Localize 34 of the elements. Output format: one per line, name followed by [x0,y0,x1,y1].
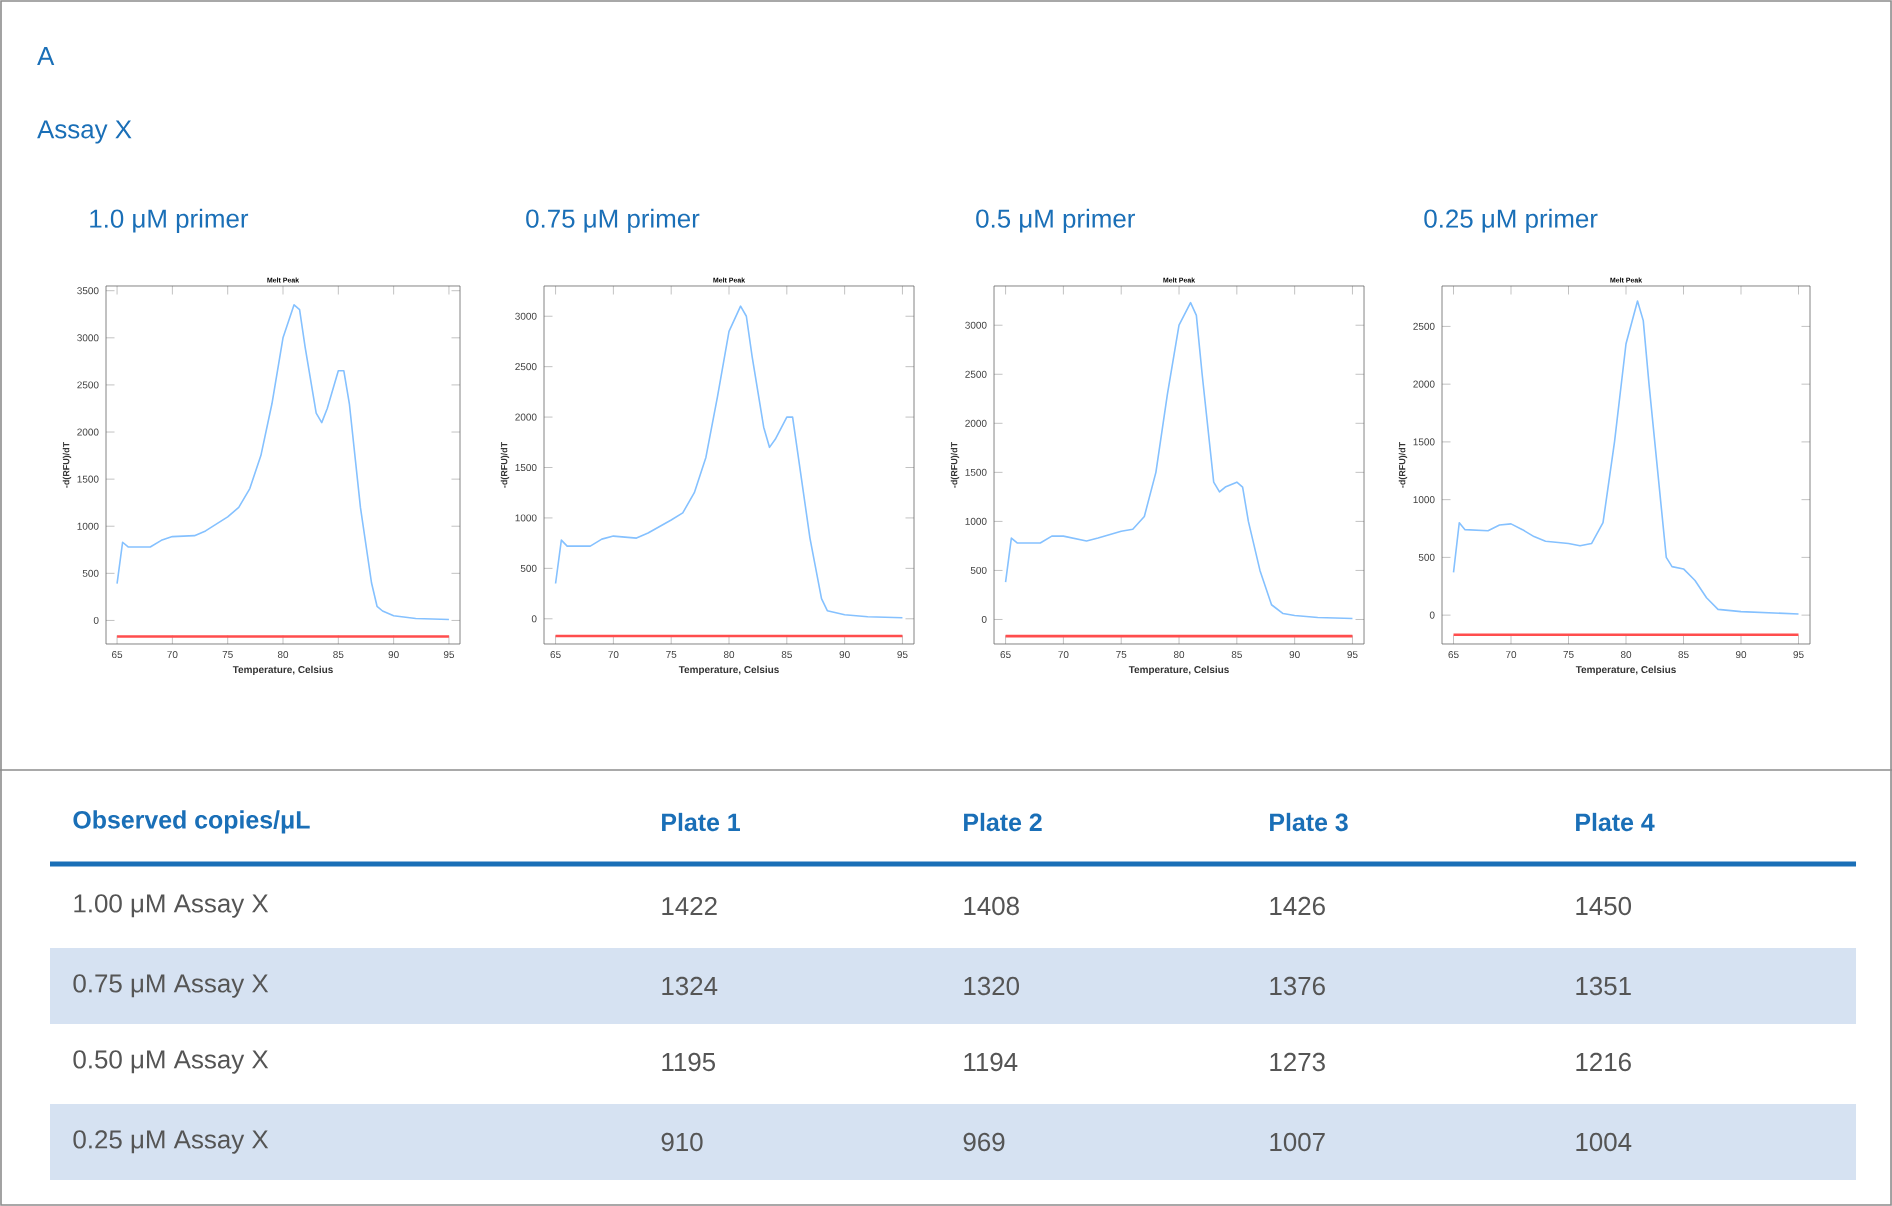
data-label: 1195 [662,1052,716,1072]
data-label: 1273 [1270,1052,1325,1072]
category-label: Plate 1 [662,812,740,832]
data-label: 910 [661,1132,703,1152]
chart-title: 1.0 μM primer [90,208,249,233]
text: Observed copies/μL [73,810,310,834]
text: 1.00 μM Assay X [74,894,269,918]
data-label: 1194 [964,1052,1018,1072]
data-label: 1351 [1576,976,1631,996]
data-label: 1004 [1576,1132,1632,1152]
chart-title: 0.25 μM primer [1424,208,1598,233]
series-label: 0.25 μM Assay X [73,1130,269,1154]
data-label: 1320 [964,976,1020,996]
data-label: 1422 [662,896,717,916]
data-label: 1007 [1270,1132,1325,1152]
category-label: Plate 4 [1576,812,1655,832]
data-label: 1216 [1576,1052,1631,1072]
text: A [37,47,55,65]
chart-title: 0.75 μM primer [526,208,700,233]
data-label: 969 [963,1132,1005,1152]
category-label: Plate 3 [1270,812,1348,832]
data-label: 1450 [1576,896,1632,916]
category-label: Plate 2 [964,812,1042,832]
data-label: 1324 [662,976,718,996]
text: Assay X [37,120,132,144]
series-label: 0.75 μM Assay X [73,974,269,998]
line-series [116,304,450,621]
chart-title: 0.5 μM primer [976,208,1135,233]
data-label: 1426 [1270,896,1325,916]
text: 0.50 μM Assay X [73,1050,269,1074]
data-label: 1408 [964,896,1019,916]
line-series [554,305,904,619]
data-label: 1376 [1270,976,1325,996]
line-series [1004,301,1354,620]
